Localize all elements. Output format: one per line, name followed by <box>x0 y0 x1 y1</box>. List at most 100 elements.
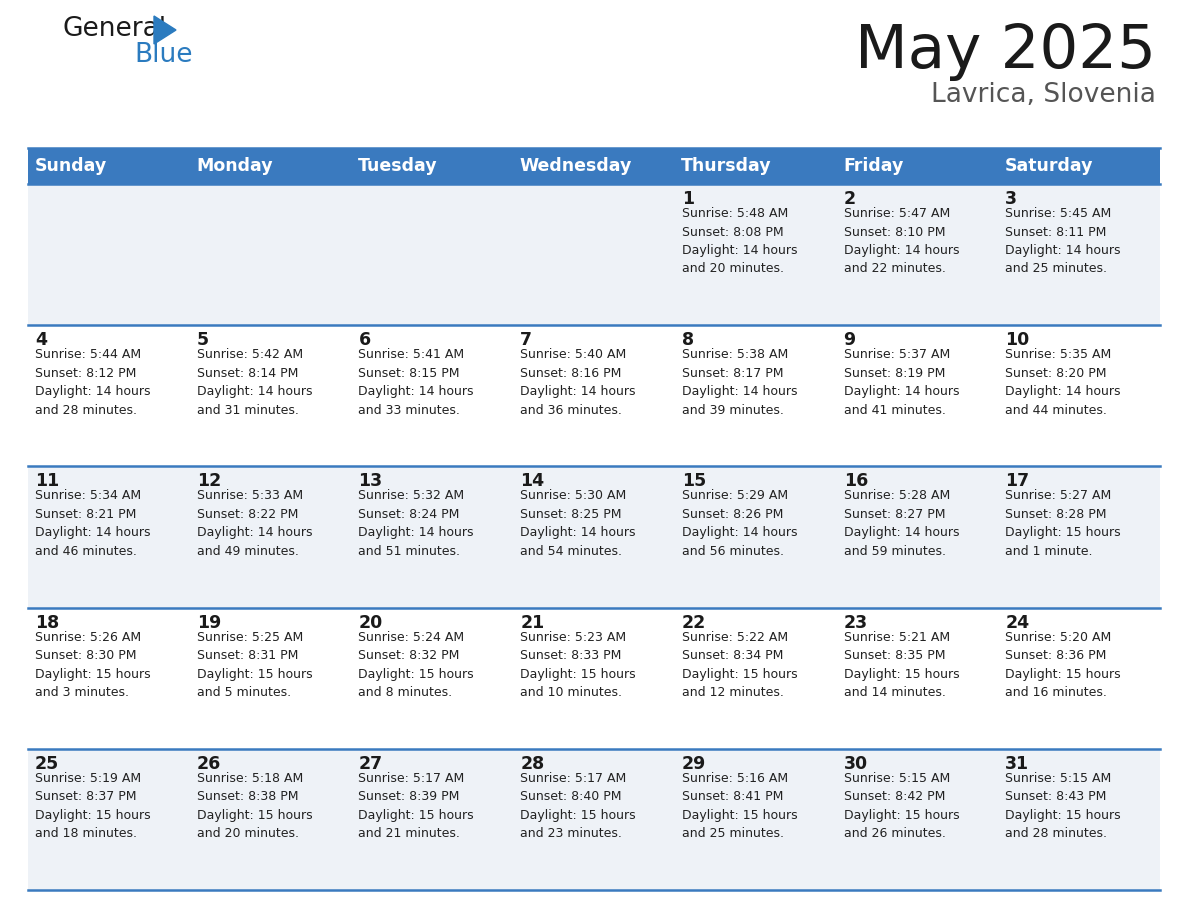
Text: Sunrise: 5:23 AM
Sunset: 8:33 PM
Daylight: 15 hours
and 10 minutes.: Sunrise: 5:23 AM Sunset: 8:33 PM Dayligh… <box>520 631 636 700</box>
Text: 30: 30 <box>843 755 867 773</box>
Text: Sunrise: 5:17 AM
Sunset: 8:39 PM
Daylight: 15 hours
and 21 minutes.: Sunrise: 5:17 AM Sunset: 8:39 PM Dayligh… <box>359 772 474 840</box>
Text: Wednesday: Wednesday <box>519 157 632 175</box>
Bar <box>352 148 513 184</box>
Text: 17: 17 <box>1005 473 1030 490</box>
Text: Sunrise: 5:40 AM
Sunset: 8:16 PM
Daylight: 14 hours
and 36 minutes.: Sunrise: 5:40 AM Sunset: 8:16 PM Dayligh… <box>520 348 636 417</box>
Text: Sunrise: 5:26 AM
Sunset: 8:30 PM
Daylight: 15 hours
and 3 minutes.: Sunrise: 5:26 AM Sunset: 8:30 PM Dayligh… <box>34 631 151 700</box>
Text: 27: 27 <box>359 755 383 773</box>
Text: 15: 15 <box>682 473 706 490</box>
Text: 14: 14 <box>520 473 544 490</box>
Text: Sunrise: 5:45 AM
Sunset: 8:11 PM
Daylight: 14 hours
and 25 minutes.: Sunrise: 5:45 AM Sunset: 8:11 PM Dayligh… <box>1005 207 1120 275</box>
Bar <box>190 466 352 608</box>
Bar <box>836 749 998 890</box>
Bar <box>29 325 190 466</box>
Bar <box>836 466 998 608</box>
Bar <box>998 148 1159 184</box>
Text: 12: 12 <box>197 473 221 490</box>
Text: 11: 11 <box>34 473 59 490</box>
Text: Sunrise: 5:37 AM
Sunset: 8:19 PM
Daylight: 14 hours
and 41 minutes.: Sunrise: 5:37 AM Sunset: 8:19 PM Dayligh… <box>843 348 959 417</box>
Polygon shape <box>154 16 176 44</box>
Text: Sunrise: 5:47 AM
Sunset: 8:10 PM
Daylight: 14 hours
and 22 minutes.: Sunrise: 5:47 AM Sunset: 8:10 PM Dayligh… <box>843 207 959 275</box>
Text: Sunrise: 5:21 AM
Sunset: 8:35 PM
Daylight: 15 hours
and 14 minutes.: Sunrise: 5:21 AM Sunset: 8:35 PM Dayligh… <box>843 631 959 700</box>
Text: Sunday: Sunday <box>34 157 107 175</box>
Text: 24: 24 <box>1005 613 1030 632</box>
Bar <box>29 749 190 890</box>
Text: 31: 31 <box>1005 755 1030 773</box>
Text: 2: 2 <box>843 190 855 208</box>
Bar <box>190 325 352 466</box>
Bar <box>352 466 513 608</box>
Text: Sunrise: 5:30 AM
Sunset: 8:25 PM
Daylight: 14 hours
and 54 minutes.: Sunrise: 5:30 AM Sunset: 8:25 PM Dayligh… <box>520 489 636 558</box>
Text: 1: 1 <box>682 190 694 208</box>
Text: Sunrise: 5:17 AM
Sunset: 8:40 PM
Daylight: 15 hours
and 23 minutes.: Sunrise: 5:17 AM Sunset: 8:40 PM Dayligh… <box>520 772 636 840</box>
Bar <box>675 148 836 184</box>
Bar <box>513 148 675 184</box>
Bar <box>836 325 998 466</box>
Bar <box>998 325 1159 466</box>
Bar <box>29 148 190 184</box>
Text: Sunrise: 5:35 AM
Sunset: 8:20 PM
Daylight: 14 hours
and 44 minutes.: Sunrise: 5:35 AM Sunset: 8:20 PM Dayligh… <box>1005 348 1120 417</box>
Bar <box>352 608 513 749</box>
Text: Sunrise: 5:28 AM
Sunset: 8:27 PM
Daylight: 14 hours
and 59 minutes.: Sunrise: 5:28 AM Sunset: 8:27 PM Dayligh… <box>843 489 959 558</box>
Text: Blue: Blue <box>134 42 192 68</box>
Text: Sunrise: 5:41 AM
Sunset: 8:15 PM
Daylight: 14 hours
and 33 minutes.: Sunrise: 5:41 AM Sunset: 8:15 PM Dayligh… <box>359 348 474 417</box>
Text: 28: 28 <box>520 755 544 773</box>
Bar <box>190 184 352 325</box>
Text: Sunrise: 5:20 AM
Sunset: 8:36 PM
Daylight: 15 hours
and 16 minutes.: Sunrise: 5:20 AM Sunset: 8:36 PM Dayligh… <box>1005 631 1121 700</box>
Bar <box>190 749 352 890</box>
Text: General: General <box>62 16 166 42</box>
Bar <box>836 608 998 749</box>
Text: 26: 26 <box>197 755 221 773</box>
Bar <box>998 466 1159 608</box>
Text: 8: 8 <box>682 331 694 349</box>
Bar <box>513 325 675 466</box>
Bar <box>675 184 836 325</box>
Bar <box>675 608 836 749</box>
Text: Sunrise: 5:48 AM
Sunset: 8:08 PM
Daylight: 14 hours
and 20 minutes.: Sunrise: 5:48 AM Sunset: 8:08 PM Dayligh… <box>682 207 797 275</box>
Text: Friday: Friday <box>843 157 903 175</box>
Bar <box>29 608 190 749</box>
Text: 22: 22 <box>682 613 706 632</box>
Bar <box>352 325 513 466</box>
Text: 3: 3 <box>1005 190 1017 208</box>
Text: 25: 25 <box>34 755 59 773</box>
Text: 5: 5 <box>197 331 209 349</box>
Text: 21: 21 <box>520 613 544 632</box>
Bar <box>190 608 352 749</box>
Text: Sunrise: 5:15 AM
Sunset: 8:42 PM
Daylight: 15 hours
and 26 minutes.: Sunrise: 5:15 AM Sunset: 8:42 PM Dayligh… <box>843 772 959 840</box>
Bar <box>352 184 513 325</box>
Text: 16: 16 <box>843 473 867 490</box>
Text: Sunrise: 5:18 AM
Sunset: 8:38 PM
Daylight: 15 hours
and 20 minutes.: Sunrise: 5:18 AM Sunset: 8:38 PM Dayligh… <box>197 772 312 840</box>
Bar <box>675 325 836 466</box>
Text: Lavrica, Slovenia: Lavrica, Slovenia <box>931 82 1156 108</box>
Text: 6: 6 <box>359 331 371 349</box>
Text: Saturday: Saturday <box>1005 157 1093 175</box>
Bar <box>513 608 675 749</box>
Text: Sunrise: 5:25 AM
Sunset: 8:31 PM
Daylight: 15 hours
and 5 minutes.: Sunrise: 5:25 AM Sunset: 8:31 PM Dayligh… <box>197 631 312 700</box>
Text: Tuesday: Tuesday <box>358 157 437 175</box>
Text: 4: 4 <box>34 331 48 349</box>
Text: Sunrise: 5:15 AM
Sunset: 8:43 PM
Daylight: 15 hours
and 28 minutes.: Sunrise: 5:15 AM Sunset: 8:43 PM Dayligh… <box>1005 772 1121 840</box>
Text: Sunrise: 5:27 AM
Sunset: 8:28 PM
Daylight: 15 hours
and 1 minute.: Sunrise: 5:27 AM Sunset: 8:28 PM Dayligh… <box>1005 489 1121 558</box>
Text: Sunrise: 5:44 AM
Sunset: 8:12 PM
Daylight: 14 hours
and 28 minutes.: Sunrise: 5:44 AM Sunset: 8:12 PM Dayligh… <box>34 348 151 417</box>
Text: Sunrise: 5:19 AM
Sunset: 8:37 PM
Daylight: 15 hours
and 18 minutes.: Sunrise: 5:19 AM Sunset: 8:37 PM Dayligh… <box>34 772 151 840</box>
Text: Sunrise: 5:33 AM
Sunset: 8:22 PM
Daylight: 14 hours
and 49 minutes.: Sunrise: 5:33 AM Sunset: 8:22 PM Dayligh… <box>197 489 312 558</box>
Bar <box>190 148 352 184</box>
Bar <box>29 184 190 325</box>
Text: 18: 18 <box>34 613 59 632</box>
Bar <box>352 749 513 890</box>
Text: Thursday: Thursday <box>682 157 772 175</box>
Bar <box>998 184 1159 325</box>
Bar <box>513 749 675 890</box>
Text: Sunrise: 5:34 AM
Sunset: 8:21 PM
Daylight: 14 hours
and 46 minutes.: Sunrise: 5:34 AM Sunset: 8:21 PM Dayligh… <box>34 489 151 558</box>
Text: 29: 29 <box>682 755 706 773</box>
Text: Monday: Monday <box>196 157 273 175</box>
Bar <box>998 749 1159 890</box>
Text: Sunrise: 5:29 AM
Sunset: 8:26 PM
Daylight: 14 hours
and 56 minutes.: Sunrise: 5:29 AM Sunset: 8:26 PM Dayligh… <box>682 489 797 558</box>
Text: Sunrise: 5:42 AM
Sunset: 8:14 PM
Daylight: 14 hours
and 31 minutes.: Sunrise: 5:42 AM Sunset: 8:14 PM Dayligh… <box>197 348 312 417</box>
Text: May 2025: May 2025 <box>855 22 1156 81</box>
Text: Sunrise: 5:32 AM
Sunset: 8:24 PM
Daylight: 14 hours
and 51 minutes.: Sunrise: 5:32 AM Sunset: 8:24 PM Dayligh… <box>359 489 474 558</box>
Bar <box>675 466 836 608</box>
Text: 13: 13 <box>359 473 383 490</box>
Bar <box>836 184 998 325</box>
